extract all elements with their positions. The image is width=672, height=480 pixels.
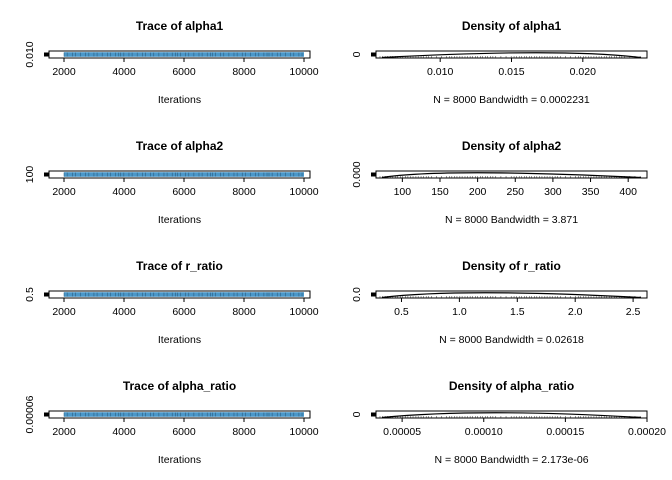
- x-tick-label: 4000: [112, 426, 136, 438]
- trace-of-alpha1-panel: Trace of alpha1 0.010 2000 4000 6000 8000 1000…: [24, 19, 319, 106]
- y-tick-label: 0.0: [351, 287, 363, 302]
- x-tick-label: 8000: [232, 306, 256, 318]
- density-of-alpha-ratio-panel: Density of alpha_ratio 0 0.00005 0.00010 0.0…: [351, 379, 666, 466]
- x-axis-label: N = 8000 Bandwidth = 3.871: [445, 214, 578, 226]
- x-tick-label: 10000: [289, 186, 318, 198]
- x-tick-label: 8000: [232, 186, 256, 198]
- trace-series: [64, 292, 304, 297]
- x-tick-label: 6000: [172, 426, 196, 438]
- x-tick-label: 0.015: [498, 66, 524, 78]
- x-axis-label: Iterations: [158, 94, 201, 106]
- x-tick-label: 10000: [289, 426, 318, 438]
- x-tick-label: 2000: [52, 186, 76, 198]
- y-tick-label: 0: [351, 51, 363, 57]
- y-tick-label: 0.5: [24, 287, 36, 302]
- trace-series: [64, 52, 304, 57]
- panel-title: Trace of alpha1: [136, 19, 224, 33]
- x-tick-label: 2.0: [568, 306, 583, 318]
- x-tick-label: 150: [431, 186, 449, 198]
- trace-series: [64, 172, 304, 177]
- x-tick-label: 100: [394, 186, 412, 198]
- density-curve: [381, 52, 642, 59]
- x-axis-label: Iterations: [158, 334, 201, 346]
- x-tick-label: 4000: [112, 186, 136, 198]
- x-tick-label: 10000: [289, 306, 318, 318]
- x-axis-label: N = 8000 Bandwidth = 0.02618: [439, 334, 584, 346]
- x-tick-label: 8000: [232, 426, 256, 438]
- x-tick-label: 4000: [112, 306, 136, 318]
- x-tick-label: 300: [544, 186, 562, 198]
- density-of-r-ratio-panel: Density of r_ratio 0.0 0.5 1.0 1.5 2.0 2.5 N = …: [351, 259, 648, 346]
- x-tick-label: 4000: [112, 66, 136, 78]
- panel-title: Density of alpha_ratio: [449, 379, 574, 393]
- trace-series: [64, 412, 304, 417]
- x-tick-label: 0.010: [427, 66, 453, 78]
- x-tick-label: 0.020: [570, 66, 596, 78]
- y-tick-label: 0.010: [24, 41, 36, 67]
- panel-title: Density of alpha2: [462, 139, 562, 153]
- density-curve: [381, 172, 642, 179]
- x-tick-label: 1.5: [510, 306, 525, 318]
- x-axis-label: N = 8000 Bandwidth = 2.173e-06: [434, 454, 588, 466]
- panel-title: Density of alpha1: [462, 19, 562, 33]
- panel-title: Trace of alpha_ratio: [123, 379, 236, 393]
- x-axis-label: Iterations: [158, 454, 201, 466]
- x-tick-label: 2000: [52, 66, 76, 78]
- panel-title: Trace of r_ratio: [136, 259, 223, 273]
- x-tick-label: 350: [582, 186, 600, 198]
- x-tick-label: 6000: [172, 306, 196, 318]
- density-of-alpha2-panel: Density of alpha2 0.000 100 150 200 250 300 350…: [351, 139, 648, 226]
- y-tick-label: 0: [351, 411, 363, 417]
- x-tick-label: 6000: [172, 186, 196, 198]
- x-tick-label: 1.0: [452, 306, 467, 318]
- trace-of-r-ratio-panel: Trace of r_ratio 0.5 2000 4000 6000 8000 10000…: [24, 259, 319, 346]
- x-tick-label: 2000: [52, 426, 76, 438]
- x-tick-label: 0.00015: [546, 426, 584, 438]
- x-tick-label: 0.5: [394, 306, 409, 318]
- x-tick-label: 2.5: [626, 306, 641, 318]
- density-of-alpha1-panel: Density of alpha1 0 0.010 0.015 0.020 N = 800…: [351, 19, 648, 106]
- y-tick-label: 100: [24, 166, 36, 184]
- x-tick-label: 0.00005: [383, 426, 421, 438]
- density-curve: [381, 292, 642, 299]
- panel-title: Density of r_ratio: [462, 259, 561, 273]
- trace-of-alpha-ratio-panel: Trace of alpha_ratio 0.00006 2000 4000 6000 8…: [24, 379, 319, 466]
- density-curve: [381, 412, 642, 419]
- panel-title: Trace of alpha2: [136, 139, 224, 153]
- x-tick-label: 0.00010: [465, 426, 503, 438]
- x-axis-label: N = 8000 Bandwidth = 0.0002231: [433, 94, 590, 106]
- y-tick-label: 0.00006: [24, 395, 36, 433]
- x-axis-label: Iterations: [158, 214, 201, 226]
- x-tick-label: 0.00020: [628, 426, 666, 438]
- x-tick-label: 6000: [172, 66, 196, 78]
- trace-of-alpha2-panel: Trace of alpha2 100 2000 4000 6000 8000 10000 I…: [24, 139, 319, 226]
- x-tick-label: 10000: [289, 66, 318, 78]
- x-tick-label: 400: [619, 186, 637, 198]
- x-tick-label: 2000: [52, 306, 76, 318]
- x-tick-label: 200: [469, 186, 487, 198]
- x-tick-label: 8000: [232, 66, 256, 78]
- x-tick-label: 250: [506, 186, 524, 198]
- y-tick-label: 0.000: [351, 161, 363, 187]
